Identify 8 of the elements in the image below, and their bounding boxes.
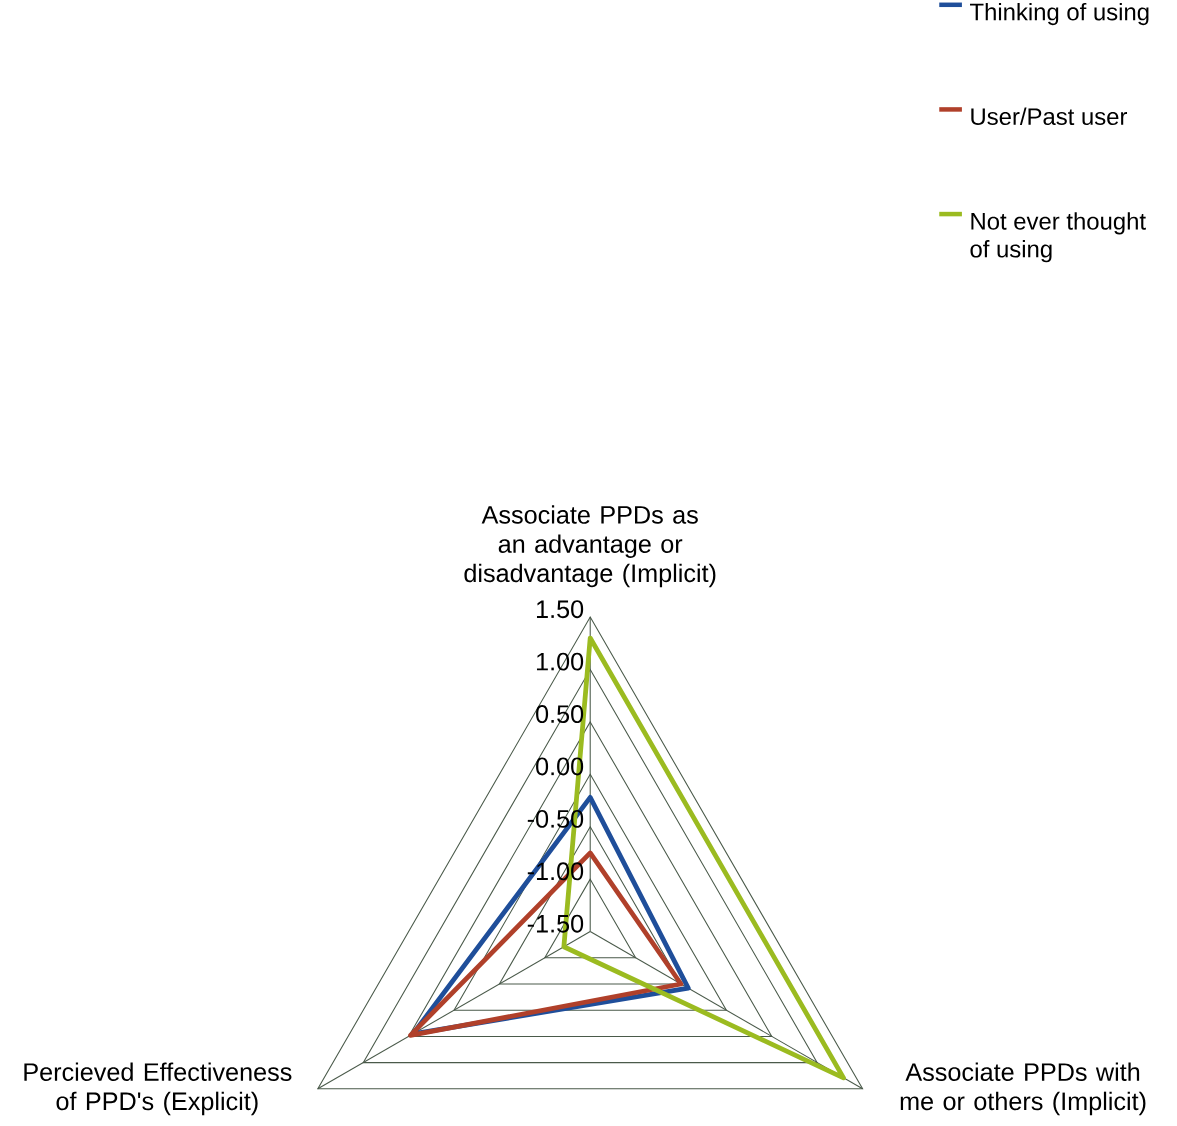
y-tick-label: 1.50 — [536, 600, 584, 619]
y-tick-label: 1.00 — [536, 652, 584, 671]
spoke-label: Percieved Effectiveness of PPD's (Explicit) — [24, 1062, 292, 1116]
legend-label: Not ever thought of using — [970, 212, 1146, 263]
spoke-label: Associate PPDs with me or others (Implicit) — [900, 1062, 1146, 1116]
legend-label: User/Past user — [971, 107, 1128, 126]
legend-label: Thinking of using — [970, 3, 1149, 26]
spoke-label: Associate PPDs as an advantage or disadvantage (Implicit) — [464, 505, 716, 588]
